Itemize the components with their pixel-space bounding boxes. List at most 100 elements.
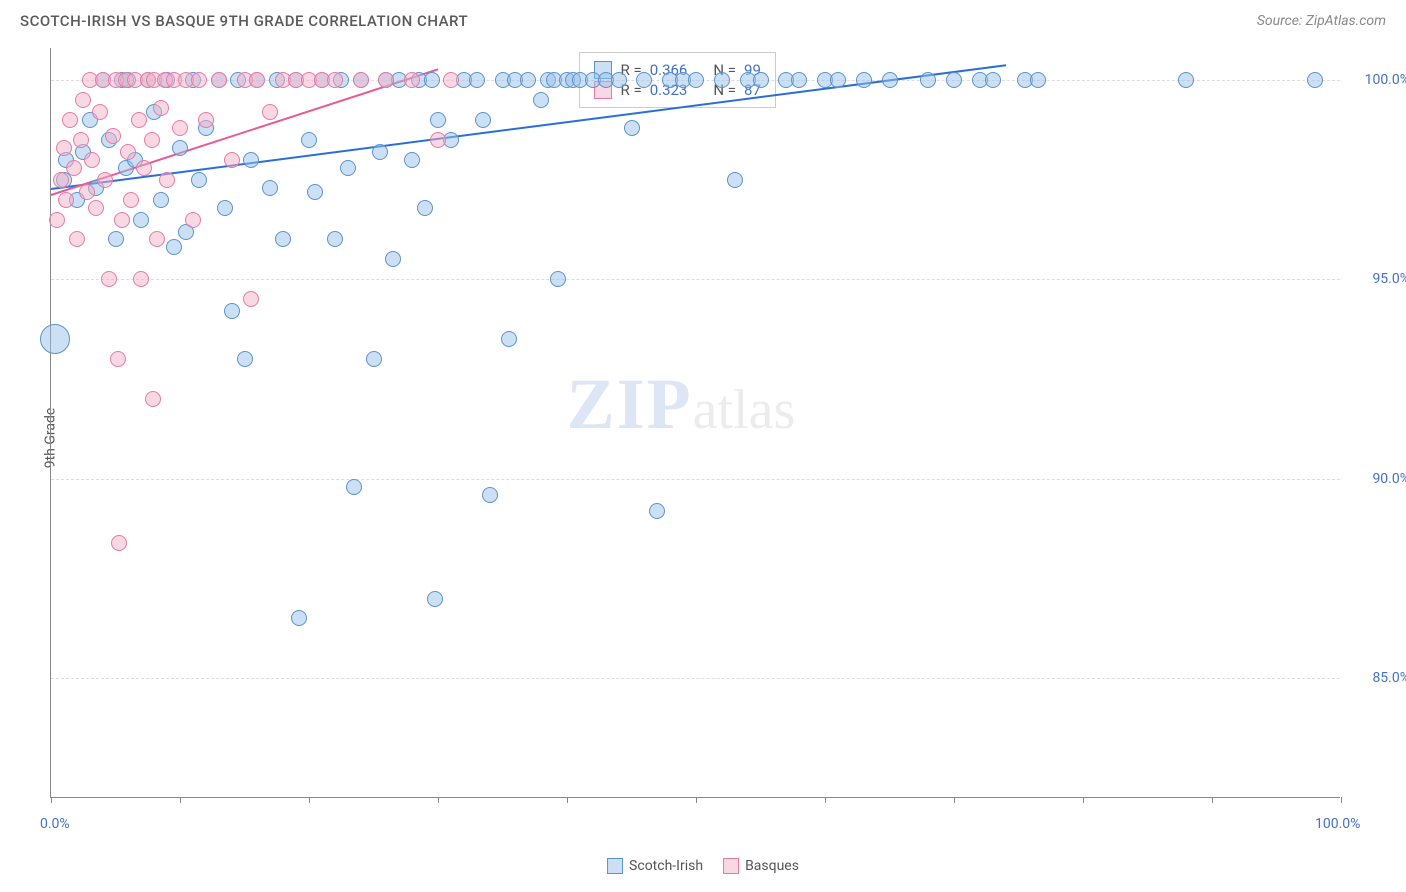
data-point: [191, 72, 207, 88]
data-point: [49, 212, 65, 228]
data-point: [372, 144, 388, 160]
data-point: [172, 120, 188, 136]
data-point: [366, 351, 382, 367]
data-point: [149, 231, 165, 247]
data-point: [92, 104, 108, 120]
legend-label: Basques: [745, 858, 799, 874]
data-point: [185, 212, 201, 228]
data-point: [714, 72, 730, 88]
data-point: [84, 152, 100, 168]
data-point: [136, 160, 152, 176]
data-point: [1307, 72, 1323, 88]
data-point: [624, 120, 640, 136]
y-tick-label: 100.0%: [1350, 72, 1406, 88]
data-point: [378, 72, 394, 88]
legend-swatch: [607, 858, 623, 874]
data-point: [224, 303, 240, 319]
gridline: [51, 678, 1340, 679]
data-point: [153, 100, 169, 116]
data-point: [217, 200, 233, 216]
data-point: [307, 184, 323, 200]
plot-area: ZIPatlas R =0.366N =99R =0.323N =87 85.0…: [50, 48, 1340, 798]
chart-title: SCOTCH-IRISH VS BASQUE 9TH GRADE CORRELA…: [20, 12, 468, 30]
data-point: [62, 112, 78, 128]
data-point: [301, 132, 317, 148]
data-point: [66, 160, 82, 176]
y-tick-label: 85.0%: [1350, 670, 1406, 686]
data-point: [58, 192, 74, 208]
x-axis-min-label: 0.0%: [40, 816, 70, 832]
data-point: [56, 140, 72, 156]
data-point: [166, 239, 182, 255]
data-point: [224, 152, 240, 168]
series-legend: Scotch-Irish Basques: [607, 858, 799, 874]
data-point: [243, 152, 259, 168]
data-point: [191, 172, 207, 188]
data-point: [275, 231, 291, 247]
header: SCOTCH-IRISH VS BASQUE 9TH GRADE CORRELA…: [0, 0, 1406, 38]
data-point: [243, 291, 259, 307]
data-point: [443, 72, 459, 88]
data-point: [856, 72, 872, 88]
data-point: [327, 231, 343, 247]
data-point: [40, 324, 70, 354]
data-point: [79, 184, 95, 200]
data-point: [469, 72, 485, 88]
data-point: [727, 172, 743, 188]
watermark-atlas: atlas: [693, 379, 796, 441]
data-point: [340, 160, 356, 176]
data-point: [430, 112, 446, 128]
chart-container: 9th Grade ZIPatlas R =0.366N =99R =0.323…: [30, 48, 1386, 828]
data-point: [346, 479, 362, 495]
data-point: [172, 140, 188, 156]
data-point: [550, 271, 566, 287]
data-point: [688, 72, 704, 88]
data-point: [882, 72, 898, 88]
data-point: [75, 92, 91, 108]
data-point: [69, 231, 85, 247]
data-point: [417, 200, 433, 216]
data-point: [73, 132, 89, 148]
data-point: [611, 72, 627, 88]
data-point: [262, 104, 278, 120]
data-point: [120, 144, 136, 160]
data-point: [105, 128, 121, 144]
data-point: [649, 503, 665, 519]
data-point: [636, 72, 652, 88]
data-point: [133, 271, 149, 287]
data-point: [353, 72, 369, 88]
data-point: [404, 72, 420, 88]
data-point: [131, 112, 147, 128]
y-tick-label: 95.0%: [1350, 271, 1406, 287]
data-point: [110, 351, 126, 367]
data-point: [791, 72, 807, 88]
data-point: [424, 72, 440, 88]
data-point: [249, 72, 265, 88]
legend-item: Scotch-Irish: [607, 858, 703, 874]
data-point: [144, 132, 160, 148]
data-point: [430, 132, 446, 148]
data-point: [153, 192, 169, 208]
data-point: [262, 180, 278, 196]
gridline: [51, 479, 1340, 480]
x-axis-labels: 0.0% 100.0%: [50, 798, 1386, 828]
data-point: [920, 72, 936, 88]
watermark: ZIPatlas: [567, 363, 796, 446]
source-attribution: Source: ZipAtlas.com: [1257, 13, 1386, 29]
gridline: [51, 279, 1340, 280]
data-point: [123, 192, 139, 208]
data-point: [114, 212, 130, 228]
data-point: [385, 251, 401, 267]
data-point: [427, 591, 443, 607]
data-point: [327, 72, 343, 88]
data-point: [404, 152, 420, 168]
data-point: [753, 72, 769, 88]
data-point: [1030, 72, 1046, 88]
data-point: [159, 172, 175, 188]
data-point: [533, 92, 549, 108]
data-point: [97, 172, 113, 188]
data-point: [291, 610, 307, 626]
data-point: [211, 72, 227, 88]
data-point: [101, 271, 117, 287]
data-point: [53, 172, 69, 188]
